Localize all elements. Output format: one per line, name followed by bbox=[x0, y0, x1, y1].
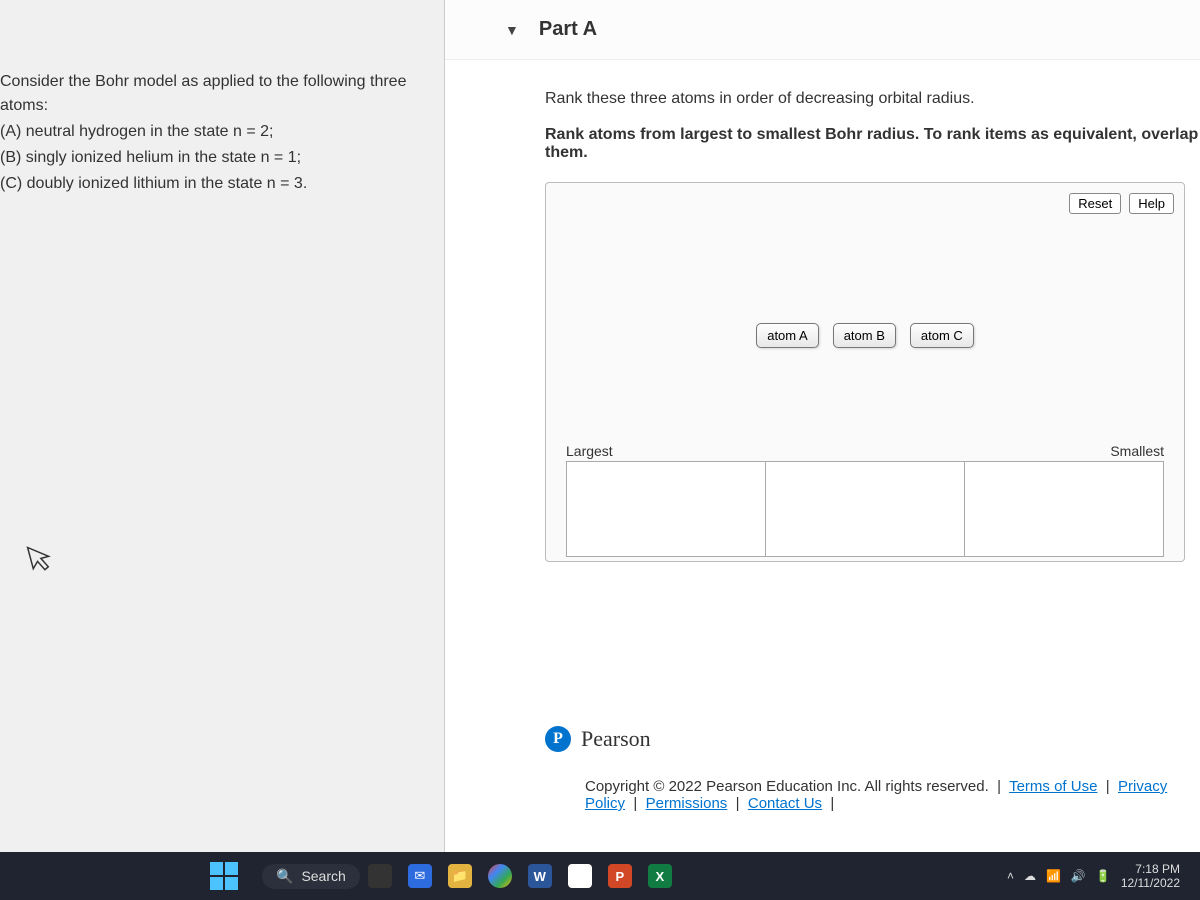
taskbar-app-excel[interactable]: X bbox=[648, 864, 672, 888]
drop-cell-1[interactable] bbox=[567, 462, 766, 556]
drop-labels: Largest Smallest bbox=[566, 443, 1164, 459]
taskbar-app-doc[interactable] bbox=[568, 864, 592, 888]
question-prompt-panel: Consider the Bohr model as applied to th… bbox=[0, 0, 445, 852]
ranking-widget: Reset Help atom A atom B atom C Largest … bbox=[545, 182, 1185, 562]
footer: Copyright © 2022 Pearson Education Inc. … bbox=[585, 778, 1190, 812]
collapse-icon[interactable]: ▼ bbox=[505, 22, 519, 38]
taskbar-app-chrome[interactable] bbox=[488, 864, 512, 888]
prompt-option-c: (C) doubly ionized lithium in the state … bbox=[0, 172, 434, 196]
start-button[interactable] bbox=[210, 862, 238, 890]
battery-icon[interactable]: 🔋 bbox=[1096, 869, 1111, 883]
chip-atom-a[interactable]: atom A bbox=[756, 323, 818, 348]
cursor-icon bbox=[25, 537, 62, 587]
copyright-text: Copyright © 2022 Pearson Education Inc. … bbox=[585, 778, 989, 795]
date-text: 12/11/2022 bbox=[1121, 876, 1180, 890]
draggable-chips-row: atom A atom B atom C bbox=[546, 323, 1184, 348]
terms-link[interactable]: Terms of Use bbox=[1009, 778, 1097, 795]
drop-cell-2[interactable] bbox=[766, 462, 965, 556]
question-bold-instruction: Rank atoms from largest to smallest Bohr… bbox=[545, 126, 1200, 162]
volume-icon[interactable]: 🔊 bbox=[1071, 869, 1086, 883]
pearson-brand: P Pearson bbox=[545, 726, 651, 752]
windows-taskbar[interactable]: 🔍 Search ✉ 📁 W P X ˄ ☁ 📶 🔊 🔋 7:18 PM 12/… bbox=[0, 852, 1200, 900]
smallest-label: Smallest bbox=[1110, 443, 1164, 459]
taskbar-app-powerpoint[interactable]: P bbox=[608, 864, 632, 888]
question-body: Rank these three atoms in order of decre… bbox=[445, 60, 1200, 562]
ranker-toolbar: Reset Help bbox=[1069, 193, 1174, 214]
chip-atom-b[interactable]: atom B bbox=[833, 323, 896, 348]
taskbar-app-explorer[interactable]: 📁 bbox=[448, 864, 472, 888]
part-label: Part A bbox=[539, 18, 597, 41]
chevron-up-icon[interactable]: ˄ bbox=[1007, 869, 1014, 883]
drop-cell-3[interactable] bbox=[965, 462, 1163, 556]
permissions-link[interactable]: Permissions bbox=[646, 795, 728, 812]
prompt-intro: Consider the Bohr model as applied to th… bbox=[0, 70, 434, 118]
time-text: 7:18 PM bbox=[1121, 862, 1180, 876]
help-button[interactable]: Help bbox=[1129, 193, 1174, 214]
largest-label: Largest bbox=[566, 443, 613, 459]
contact-link[interactable]: Contact Us bbox=[748, 795, 822, 812]
prompt-option-b: (B) singly ionized helium in the state n… bbox=[0, 146, 434, 170]
taskbar-app-1[interactable] bbox=[368, 864, 392, 888]
drop-grid[interactable] bbox=[566, 461, 1164, 557]
screen: Consider the Bohr model as applied to th… bbox=[0, 0, 1200, 900]
search-icon: 🔍 bbox=[276, 868, 293, 885]
answer-panel: ▼ Part A Rank these three atoms in order… bbox=[445, 0, 1200, 852]
cloud-icon[interactable]: ☁ bbox=[1024, 869, 1036, 883]
part-header[interactable]: ▼ Part A bbox=[445, 0, 1200, 60]
reset-button[interactable]: Reset bbox=[1069, 193, 1121, 214]
system-tray[interactable]: ˄ ☁ 📶 🔊 🔋 7:18 PM 12/11/2022 bbox=[1007, 862, 1180, 891]
drop-zone: Largest Smallest bbox=[566, 443, 1164, 541]
content-area: Consider the Bohr model as applied to th… bbox=[0, 0, 1200, 852]
taskbar-search[interactable]: 🔍 Search bbox=[262, 864, 360, 889]
pearson-logo-icon: P bbox=[545, 726, 571, 752]
chip-atom-c[interactable]: atom C bbox=[910, 323, 974, 348]
pearson-name: Pearson bbox=[581, 726, 651, 752]
taskbar-app-word[interactable]: W bbox=[528, 864, 552, 888]
question-instruction: Rank these three atoms in order of decre… bbox=[545, 90, 1200, 108]
search-label: Search bbox=[301, 868, 345, 884]
clock[interactable]: 7:18 PM 12/11/2022 bbox=[1121, 862, 1180, 891]
prompt-option-a: (A) neutral hydrogen in the state n = 2; bbox=[0, 120, 434, 144]
wifi-icon[interactable]: 📶 bbox=[1046, 869, 1061, 883]
taskbar-app-mail[interactable]: ✉ bbox=[408, 864, 432, 888]
